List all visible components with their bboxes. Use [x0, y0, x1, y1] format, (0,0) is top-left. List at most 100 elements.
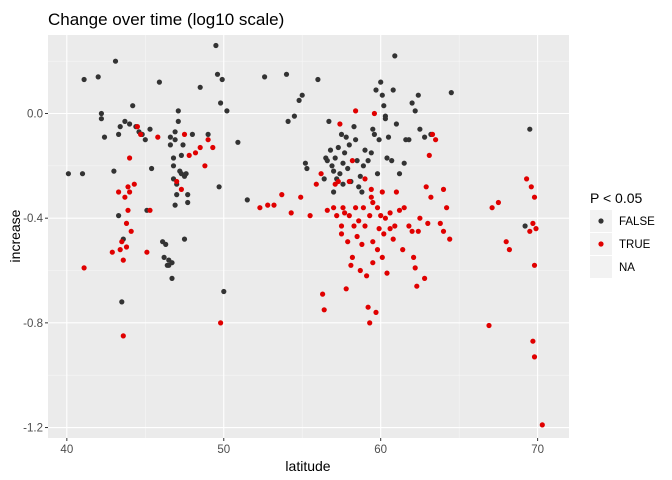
point-false	[116, 213, 122, 219]
point-false	[384, 155, 390, 161]
point-false	[65, 171, 71, 177]
y-axis-title: increase	[7, 209, 23, 262]
point-true	[331, 205, 337, 211]
point-false	[321, 176, 327, 182]
y-tick-label: -0.4	[23, 213, 43, 225]
point-true	[147, 207, 153, 213]
x-tick-label: 60	[374, 444, 387, 456]
point-false	[356, 184, 362, 190]
point-false	[149, 165, 155, 172]
point-true	[346, 178, 352, 185]
point-false	[527, 126, 533, 132]
point-false	[337, 171, 343, 177]
point-true	[368, 186, 374, 192]
point-true	[447, 236, 453, 242]
point-false	[370, 126, 376, 132]
minor-gridlines	[48, 35, 569, 438]
point-false	[522, 223, 528, 229]
point-true	[374, 247, 381, 253]
point-false	[371, 131, 377, 137]
point-false	[368, 150, 374, 156]
point-true	[393, 189, 399, 195]
point-false	[98, 110, 104, 117]
legend-symbol	[598, 241, 604, 247]
point-true	[495, 199, 501, 206]
point-false	[175, 108, 181, 114]
point-true	[119, 239, 125, 245]
point-false	[392, 53, 398, 59]
point-false	[169, 260, 175, 266]
point-false	[117, 124, 123, 130]
point-false	[351, 124, 357, 130]
point-true	[81, 265, 87, 271]
point-true	[271, 202, 277, 208]
point-false	[291, 113, 297, 119]
point-false	[401, 160, 407, 166]
point-true	[360, 205, 366, 211]
point-false	[167, 134, 173, 140]
major-gridlines	[48, 35, 569, 438]
point-false	[156, 79, 162, 85]
point-false	[262, 74, 268, 80]
point-true	[343, 286, 349, 292]
point-true	[338, 231, 345, 237]
point-true	[351, 223, 357, 229]
point-false	[412, 108, 418, 114]
point-true	[426, 152, 432, 158]
legend-item-false: FALSE	[590, 210, 655, 232]
point-true	[349, 158, 355, 164]
point-true	[531, 194, 538, 200]
point-true	[440, 186, 447, 192]
point-true	[429, 131, 436, 137]
point-true	[444, 205, 450, 211]
point-true	[218, 320, 224, 326]
point-true	[138, 131, 144, 137]
point-true	[123, 220, 130, 226]
point-true	[359, 241, 365, 247]
point-true	[123, 244, 130, 250]
point-true	[422, 275, 428, 281]
point-true	[210, 144, 216, 151]
point-false	[95, 74, 101, 80]
point-false	[213, 42, 219, 49]
point-false	[224, 108, 230, 114]
point-true	[120, 257, 126, 263]
point-true	[364, 273, 370, 279]
point-false	[119, 299, 125, 305]
point-false	[345, 165, 351, 172]
point-true	[338, 223, 345, 229]
point-false	[189, 131, 195, 137]
point-false	[172, 202, 178, 208]
point-false	[342, 150, 348, 156]
point-false	[296, 97, 302, 103]
point-false	[340, 181, 346, 187]
point-false	[283, 71, 290, 77]
point-false	[315, 76, 321, 83]
point-true	[345, 239, 351, 245]
point-true	[134, 124, 140, 130]
point-false	[376, 137, 382, 143]
point-false	[396, 171, 403, 177]
point-false	[299, 92, 305, 98]
point-true	[374, 205, 381, 211]
point-true	[527, 228, 533, 234]
point-true	[503, 239, 509, 245]
data-points	[65, 42, 545, 428]
point-true	[117, 247, 123, 253]
point-true	[174, 178, 180, 185]
point-true	[428, 194, 434, 200]
point-true	[205, 137, 211, 143]
point-true	[528, 184, 534, 190]
point-true	[367, 320, 373, 326]
point-false	[379, 92, 385, 98]
point-false	[169, 275, 175, 281]
point-false	[360, 163, 366, 169]
point-true	[365, 304, 371, 310]
x-tick-label: 40	[60, 444, 73, 456]
point-false	[185, 199, 191, 206]
point-true	[144, 249, 150, 255]
point-true	[539, 422, 545, 428]
point-true	[340, 205, 346, 211]
point-true	[531, 354, 538, 360]
legend-item-na: NA	[590, 256, 635, 278]
